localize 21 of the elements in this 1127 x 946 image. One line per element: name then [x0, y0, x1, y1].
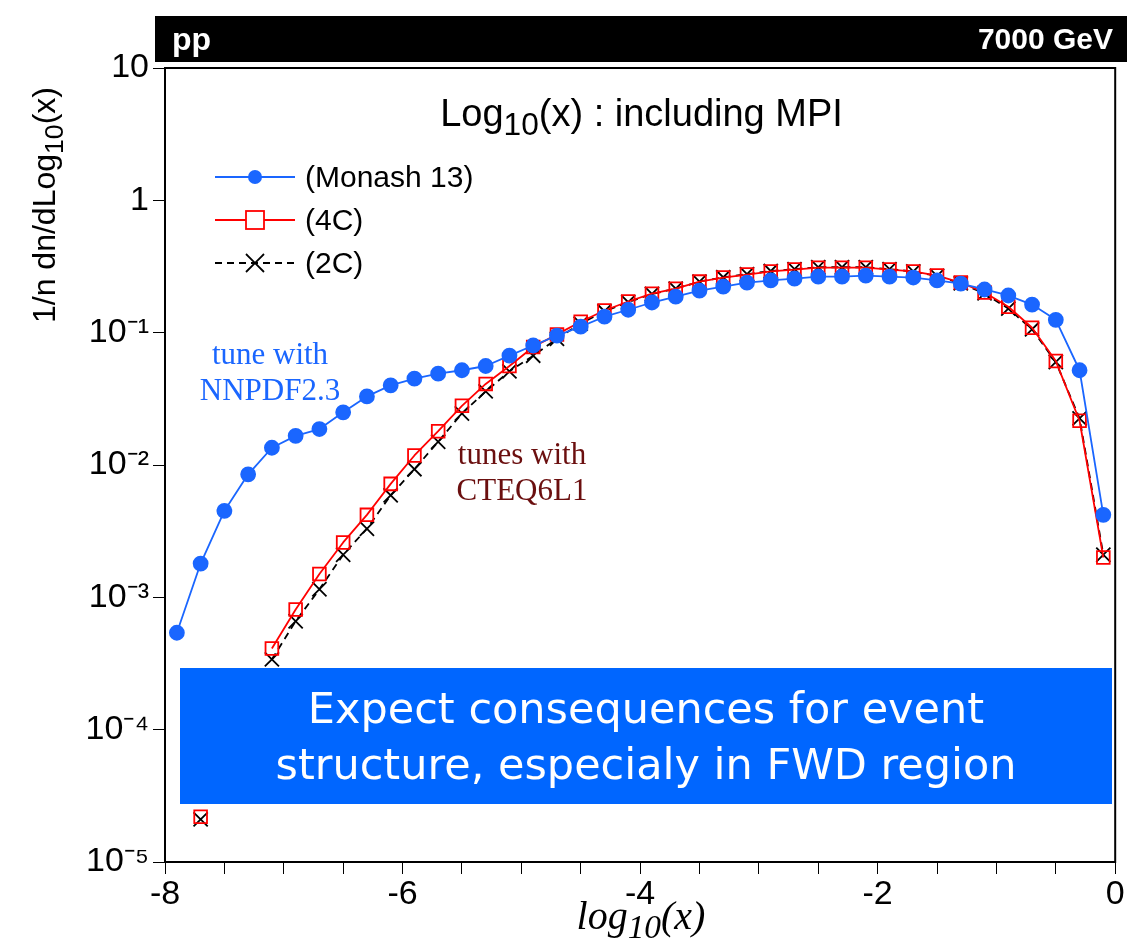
x-tick-label: -6	[387, 872, 418, 911]
x-tick-label: -2	[862, 872, 893, 911]
text: 7000 GeV	[977, 21, 1113, 57]
x-tick-label: -8	[149, 872, 181, 911]
y-tick-label: 10⁻⁴	[85, 708, 149, 747]
annotation: tune with NNPDF2.3	[198, 336, 342, 408]
y-tick-label: 10⁻⁵	[86, 840, 149, 879]
y-tick-label: 10⁻²	[88, 443, 149, 482]
legend-label: (2C)	[305, 245, 364, 280]
legend-label: (Monash 13)	[305, 159, 474, 194]
legend-label: (4C)	[305, 202, 364, 237]
y-tick-label: 1	[130, 178, 149, 217]
y-tick-label: 10	[111, 46, 149, 85]
annotation: tunes with CTEQ6L1	[455, 436, 589, 508]
x-tick-label: -4	[624, 872, 656, 911]
text: pp	[172, 20, 212, 59]
x-tick-label: 0	[1105, 872, 1125, 911]
callout-box: Expect consequences for event structure, especialy in FWD region	[180, 668, 1112, 804]
text: Log$_{10}$(x) : including MPI	[439, 92, 844, 143]
y-tick-label: 10⁻¹	[88, 311, 149, 350]
y-tick-label: 10⁻³	[88, 575, 149, 614]
